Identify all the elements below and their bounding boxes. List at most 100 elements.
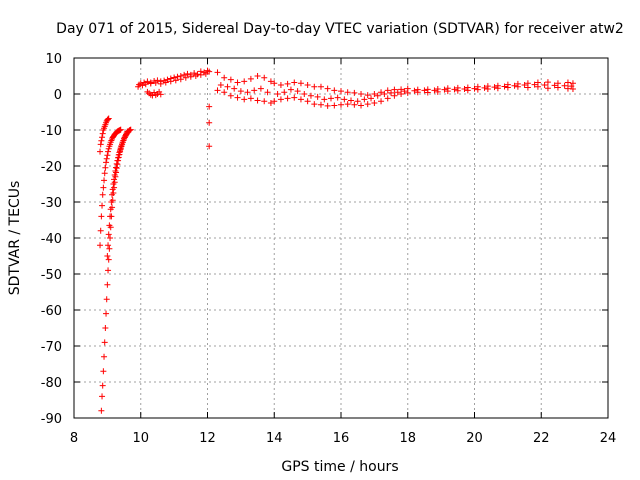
data-point-plus — [99, 393, 106, 400]
data-point-plus — [304, 98, 311, 105]
data-point-plus — [115, 154, 122, 161]
data-point-plus — [152, 79, 159, 86]
data-point-plus — [109, 136, 116, 142]
data-point-plus — [115, 151, 122, 158]
data-point-plus — [511, 82, 518, 89]
data-point-plus — [474, 86, 481, 93]
data-point-plus — [304, 82, 311, 88]
data-point-plus — [214, 87, 221, 94]
y-tick-label: 10 — [45, 52, 62, 67]
data-point-plus — [568, 83, 575, 90]
data-point-plus — [384, 87, 391, 94]
series-dip-10h — [144, 88, 164, 99]
data-point-plus — [261, 98, 268, 105]
data-point-plus — [514, 83, 521, 90]
data-point-plus — [291, 79, 298, 86]
data-point-plus — [206, 119, 213, 126]
data-point-plus — [414, 89, 421, 96]
data-point-plus — [237, 88, 244, 95]
x-tick-label: 8 — [70, 431, 78, 446]
data-point-plus — [271, 98, 278, 105]
data-point-plus — [241, 96, 248, 103]
data-point-plus — [108, 137, 115, 144]
data-point-plus — [317, 83, 324, 90]
data-point-plus — [454, 87, 461, 94]
data-point-plus — [374, 92, 381, 99]
data-point-plus — [368, 95, 375, 102]
data-point-plus — [182, 74, 189, 81]
data-point-plus — [371, 91, 378, 97]
y-tick-label: -80 — [41, 376, 62, 391]
data-point-plus — [267, 78, 274, 85]
data-point-plus — [120, 137, 127, 144]
data-point-plus — [113, 169, 120, 176]
data-point-plus — [97, 227, 104, 234]
data-point-plus — [102, 325, 109, 331]
data-point-plus — [327, 95, 334, 102]
x-tick-label: 24 — [600, 431, 617, 446]
x-axis-tick-labels: 8 10 12 14 16 18 20 22 24 — [70, 431, 616, 446]
data-point-plus — [354, 98, 361, 105]
data-point-plus — [192, 73, 199, 79]
data-point-plus — [105, 116, 112, 123]
data-point-plus — [464, 87, 471, 94]
data-point-plus — [172, 77, 179, 84]
data-point-plus — [114, 157, 121, 164]
data-point-plus — [157, 80, 164, 87]
data-point-plus — [101, 177, 108, 184]
data-point-plus — [227, 92, 234, 99]
data-point-plus — [106, 222, 113, 229]
series-segment-10h-b — [136, 70, 209, 89]
data-point-plus — [424, 89, 431, 96]
data-point-plus — [471, 85, 478, 92]
data-point-plus — [214, 69, 221, 76]
y-tick-label: -30 — [41, 196, 62, 211]
data-point-plus — [112, 168, 119, 175]
data-point-plus — [99, 382, 106, 389]
data-point-plus — [344, 101, 351, 108]
data-point-plus — [284, 80, 291, 87]
data-point-plus — [174, 73, 181, 80]
data-point-plus — [97, 242, 104, 249]
data-point-plus — [371, 100, 378, 106]
data-point-plus — [324, 102, 331, 109]
x-tick-label: 10 — [132, 431, 149, 446]
data-point-plus — [105, 256, 112, 263]
data-point-plus — [103, 155, 110, 162]
x-axis-label: GPS time / hours — [281, 459, 398, 475]
data-point-plus — [101, 339, 108, 346]
data-point-plus — [314, 93, 321, 100]
data-point-plus — [234, 79, 241, 86]
data-point-plus — [481, 84, 488, 91]
data-point-plus — [257, 85, 264, 92]
data-point-plus — [206, 68, 213, 75]
data-point-plus — [217, 82, 224, 88]
data-point-plus — [167, 78, 174, 85]
data-point-plus — [341, 96, 348, 103]
data-point-plus — [99, 134, 106, 141]
data-point-plus — [491, 84, 498, 91]
x-tick-label: 14 — [266, 431, 283, 446]
data-point-plus — [274, 91, 281, 97]
y-tick-label: -10 — [41, 124, 62, 139]
data-point-plus — [97, 141, 104, 148]
data-point-plus — [358, 91, 365, 97]
data-point-plus — [394, 89, 401, 96]
data-point-plus — [287, 86, 294, 93]
data-point-plus — [297, 96, 304, 103]
data-point-plus — [564, 79, 571, 86]
data-point-plus — [277, 96, 284, 103]
data-point-plus — [197, 71, 204, 78]
x-tick-label: 20 — [466, 431, 483, 446]
data-point-plus — [206, 103, 213, 110]
data-point-plus — [98, 213, 105, 220]
data-point-plus — [401, 88, 408, 95]
data-point-plus — [99, 191, 106, 198]
data-point-plus — [99, 202, 106, 209]
data-point-plus — [103, 159, 110, 166]
data-point-plus — [104, 116, 111, 123]
data-point-plus — [98, 137, 105, 144]
data-point-plus — [321, 96, 328, 103]
data-markers — [97, 67, 576, 414]
